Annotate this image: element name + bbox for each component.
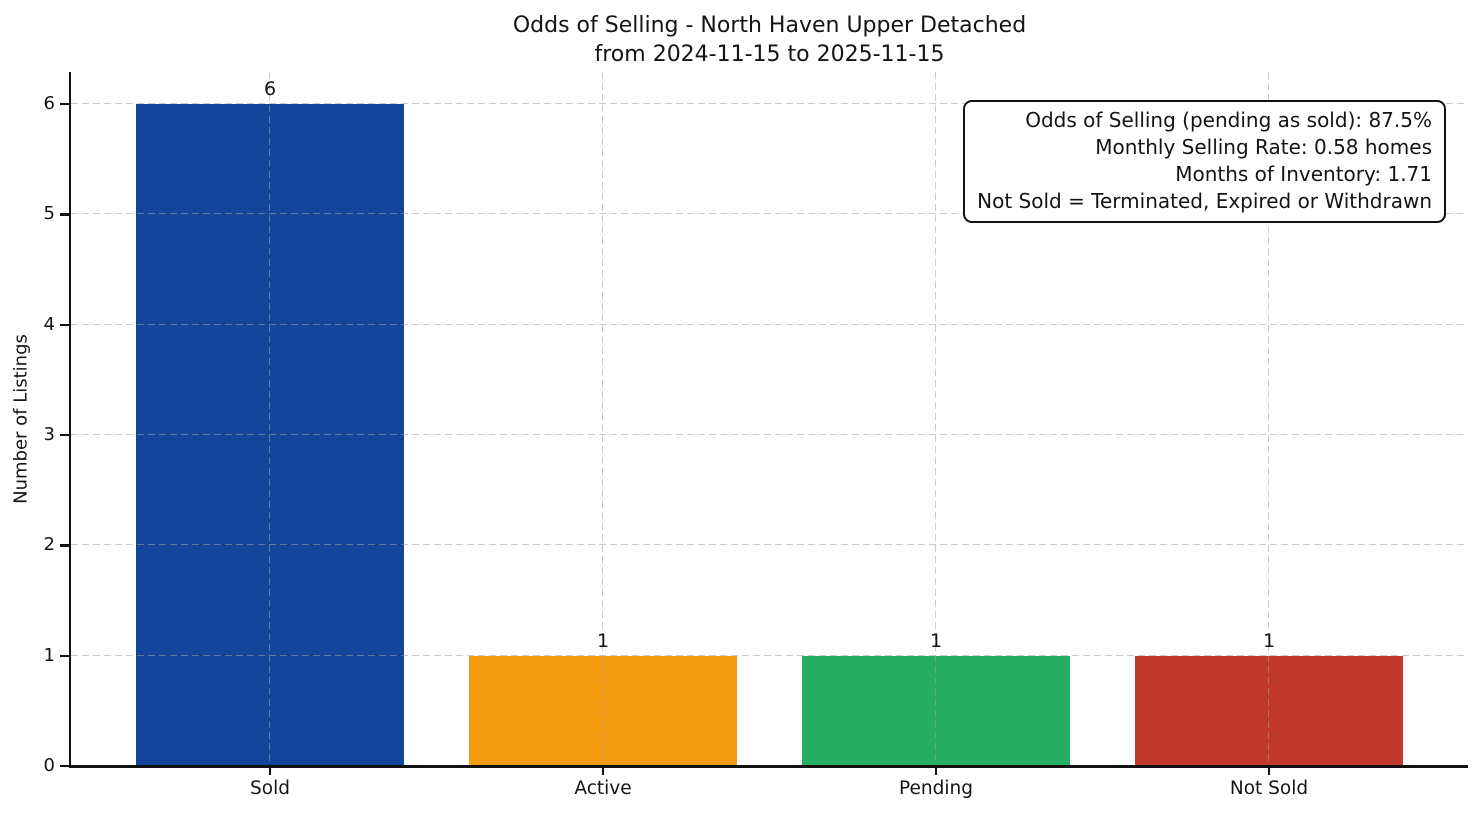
y-tick-label: 1	[43, 644, 55, 666]
y-axis-spine	[68, 72, 71, 768]
x-tick-label-active: Active	[574, 778, 632, 799]
gridline-horizontal	[71, 102, 1468, 105]
y-tick-label: 4	[43, 313, 55, 335]
stat-not-sold-definition: Not Sold = Terminated, Expired or Withdr…	[977, 189, 1432, 213]
gridline-horizontal	[71, 654, 1468, 657]
chart-title-line1: Odds of Selling - North Haven Upper Deta…	[512, 13, 1027, 38]
y-tick-mark	[60, 213, 69, 216]
bar-value-label-not-sold: 1	[1262, 629, 1276, 652]
stat-monthly-selling-rate: Monthly Selling Rate: 0.58 homes	[1095, 135, 1432, 159]
x-tick-mark	[269, 767, 272, 775]
x-tick-mark	[1268, 767, 1271, 775]
x-tick-label-not-sold: Not Sold	[1229, 778, 1309, 799]
x-tick-label-sold: Sold	[250, 778, 290, 799]
gridline-vertical	[269, 72, 272, 766]
y-tick-mark	[60, 765, 69, 768]
bar-value-label-pending: 1	[929, 629, 943, 652]
bar-value-label-active: 1	[596, 629, 610, 652]
bar-value-label-sold: 6	[263, 78, 277, 100]
y-tick-label: 6	[43, 92, 55, 114]
plot-area: Odds of Selling (pending as sold): 87.5%…	[44, 72, 1468, 799]
chart-title: Odds of Selling - North Haven Upper Deta…	[71, 11, 1468, 69]
gridline-horizontal	[71, 433, 1468, 436]
x-axis-spine	[68, 765, 1468, 768]
stat-odds-of-selling: Odds of Selling (pending as sold): 87.5%	[1025, 108, 1432, 132]
y-tick-mark	[60, 544, 69, 547]
y-tick-label: 3	[43, 423, 55, 445]
gridline-horizontal	[71, 323, 1468, 326]
gridline-horizontal	[71, 213, 1468, 216]
x-tick-mark	[935, 767, 938, 775]
chart-title-line2: from 2024-11-15 to 2025-11-15	[594, 42, 945, 67]
y-tick-mark	[60, 433, 69, 437]
y-axis-label: Number of Listings	[10, 334, 32, 504]
gridline-horizontal	[71, 544, 1468, 547]
y-tick-mark	[60, 102, 69, 106]
stats-annotation-box: Odds of Selling (pending as sold): 87.5%…	[963, 100, 1446, 223]
gridline-vertical	[602, 72, 605, 766]
y-tick-mark	[60, 654, 69, 657]
y-tick-label: 2	[43, 534, 55, 556]
x-tick-mark	[602, 767, 605, 775]
stat-months-of-inventory: Months of Inventory: 1.71	[1175, 162, 1432, 186]
y-tick-mark	[60, 323, 69, 326]
gridline-vertical	[935, 72, 938, 766]
y-tick-label: 0	[43, 755, 55, 776]
y-tick-label: 5	[43, 203, 55, 225]
gridline-vertical	[1268, 72, 1271, 766]
x-tick-label-pending: Pending	[899, 778, 973, 799]
